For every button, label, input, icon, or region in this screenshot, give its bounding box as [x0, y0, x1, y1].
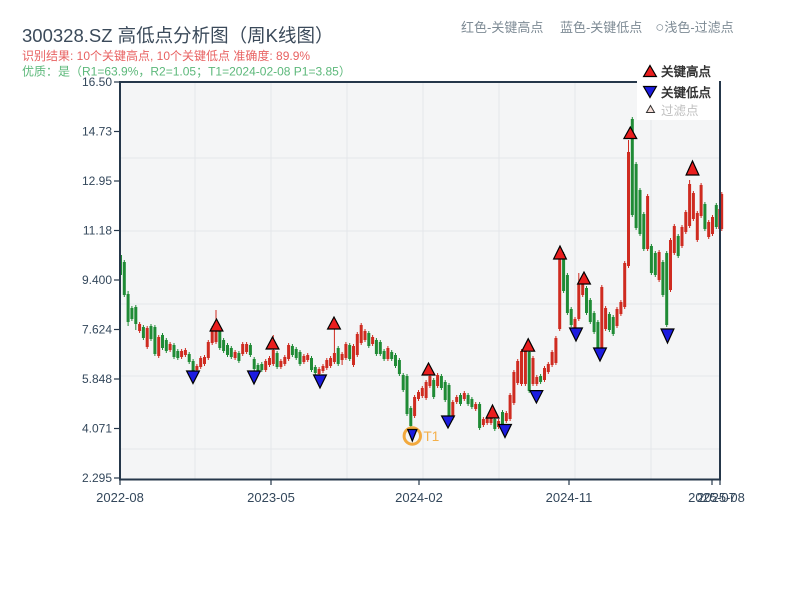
svg-text:2024-11: 2024-11	[546, 490, 593, 505]
svg-text:2025-08: 2025-08	[697, 490, 745, 505]
svg-text:2022-08: 2022-08	[96, 490, 144, 505]
svg-text:9.400: 9.400	[82, 273, 112, 287]
svg-text:红色-关键高点 蓝色-关键低点 ○浅色-过滤点: 红色-关键高点 蓝色-关键低点 ○浅色-过滤点	[461, 19, 734, 36]
svg-text:300328.SZ 高低点分析图（周K线图）: 300328.SZ 高低点分析图（周K线图）	[22, 25, 334, 46]
svg-text:关键低点: 关键低点	[661, 85, 712, 100]
svg-text:2.295: 2.295	[82, 471, 112, 485]
svg-text:2024-02: 2024-02	[395, 490, 443, 505]
svg-text:2023-05: 2023-05	[247, 490, 295, 505]
svg-text:7.624: 7.624	[82, 323, 112, 337]
svg-text:过滤点: 过滤点	[661, 104, 699, 118]
svg-text:2025-07: 2025-07	[688, 490, 736, 505]
svg-text:关键高点: 关键高点	[661, 64, 712, 79]
svg-text:优质：是（R1=63.9%，R2=1.05；T1=2024-: 优质：是（R1=63.9%，R2=1.05；T1=2024-02-08 P1=3…	[22, 65, 351, 79]
svg-text:11.18: 11.18	[83, 224, 112, 238]
svg-text:识别结果: 10个关键高点, 10个关键低点 准确度: 8: 识别结果: 10个关键高点, 10个关键低点 准确度: 89.9%	[22, 48, 310, 63]
svg-text:16.50: 16.50	[82, 75, 112, 89]
svg-text:5.848: 5.848	[82, 372, 112, 386]
svg-text:14.73: 14.73	[82, 125, 112, 139]
svg-text:T1: T1	[424, 429, 440, 444]
svg-text:4.071: 4.071	[82, 422, 112, 436]
svg-text:12.95: 12.95	[82, 174, 112, 188]
